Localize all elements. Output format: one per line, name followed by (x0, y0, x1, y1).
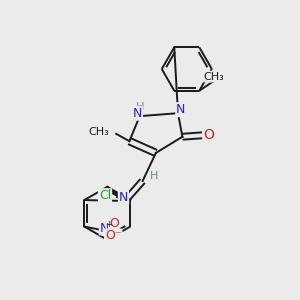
Text: CH₃: CH₃ (88, 127, 109, 137)
Text: N: N (133, 107, 142, 120)
Text: N: N (119, 191, 128, 204)
Text: N: N (100, 221, 109, 235)
Text: CH₃: CH₃ (204, 72, 224, 82)
Text: H: H (150, 172, 158, 182)
Text: N: N (176, 103, 186, 116)
Text: Cl: Cl (99, 189, 111, 202)
Text: O: O (109, 217, 119, 230)
Text: +: + (105, 220, 112, 229)
Text: H: H (136, 102, 144, 112)
Text: O: O (203, 128, 214, 142)
Text: O⁻: O⁻ (105, 230, 122, 242)
